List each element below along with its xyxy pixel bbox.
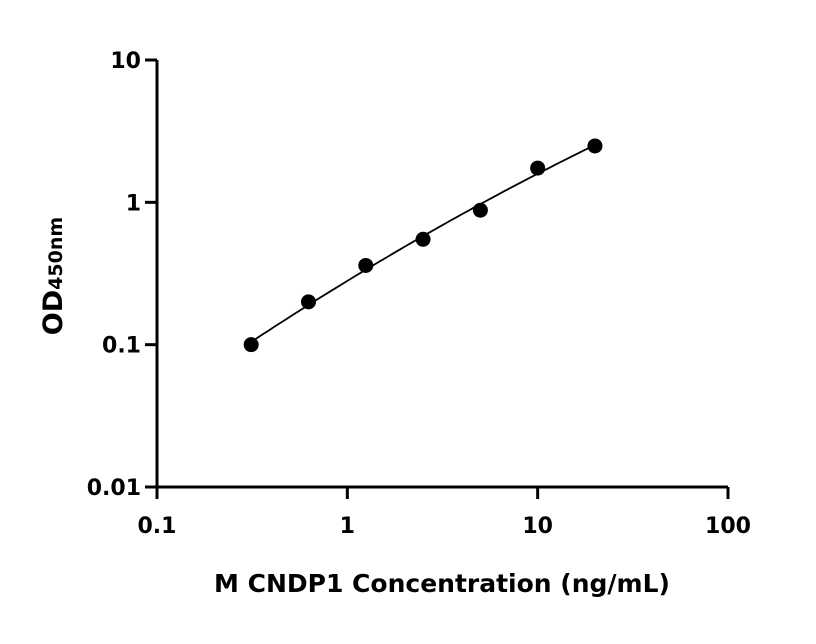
y-tick-label: 10 <box>110 49 141 74</box>
x-tick-label: 10 <box>522 514 553 539</box>
y-tick-label: 0.1 <box>102 334 141 359</box>
y-axis-label-subscript: 450nm <box>45 217 67 290</box>
y-axis-label-main: OD <box>38 290 69 335</box>
y-tick-label: 0.01 <box>87 476 141 501</box>
data-point <box>243 337 259 353</box>
data-point <box>358 257 374 273</box>
data-points <box>243 138 603 353</box>
x-tick-label: 0.1 <box>138 514 177 539</box>
data-point <box>530 160 546 176</box>
axes <box>155 60 728 489</box>
x-axis-label: M CNDP1 Concentration (ng/mL) <box>214 569 670 598</box>
y-axis-label: OD450nm <box>38 217 69 335</box>
data-point <box>472 202 488 218</box>
data-point <box>300 294 316 310</box>
ticks: 0.1 1 10 100 0.01 0.1 1 10 <box>87 49 751 539</box>
data-point <box>415 231 431 247</box>
x-tick-label: 100 <box>705 514 751 539</box>
data-point <box>587 138 603 154</box>
y-tick-label: 1 <box>126 191 141 216</box>
x-tick-label: 1 <box>340 514 355 539</box>
